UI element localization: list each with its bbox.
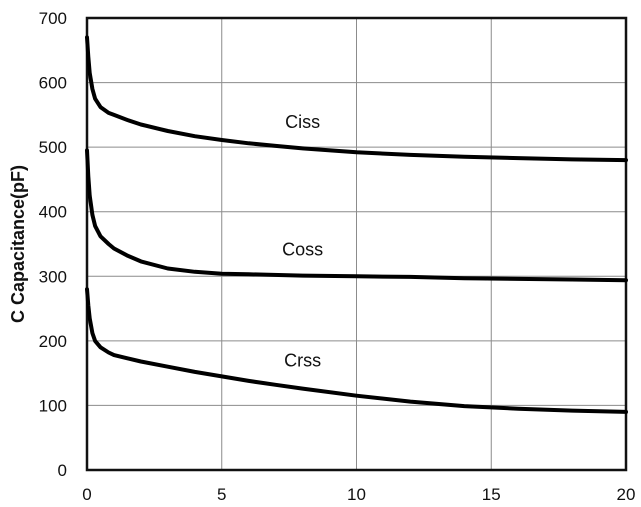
x-axis-ticks: 0 5 10 15 20 bbox=[82, 485, 635, 504]
x-tick-label-3: 15 bbox=[482, 485, 501, 504]
y-tick-label-7: 700 bbox=[39, 9, 67, 28]
series-coss-label: Coss bbox=[282, 240, 323, 260]
y-axis-ticks: 0 100 200 300 400 500 600 700 bbox=[39, 9, 67, 480]
y-tick-label-4: 400 bbox=[39, 203, 67, 222]
y-tick-label-5: 500 bbox=[39, 138, 67, 157]
x-tick-label-4: 20 bbox=[617, 485, 636, 504]
x-tick-label-1: 5 bbox=[217, 485, 226, 504]
series-ciss-label: Ciss bbox=[285, 112, 320, 132]
series-crss-label: Crss bbox=[284, 351, 321, 371]
x-tick-label-2: 10 bbox=[347, 485, 366, 504]
y-tick-label-2: 200 bbox=[39, 332, 67, 351]
y-tick-label-0: 0 bbox=[58, 461, 67, 480]
grid bbox=[87, 18, 626, 470]
y-axis-label: C Capacitance(pF) bbox=[8, 165, 28, 323]
y-tick-label-1: 100 bbox=[39, 396, 67, 415]
y-tick-label-6: 600 bbox=[39, 74, 67, 93]
y-tick-label-3: 300 bbox=[39, 267, 67, 286]
x-tick-label-0: 0 bbox=[82, 485, 91, 504]
